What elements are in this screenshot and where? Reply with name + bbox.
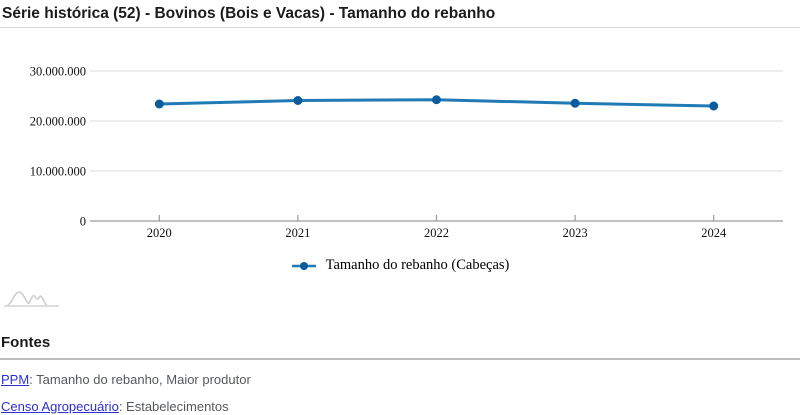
y-tick-label: 10.000.000 [30, 165, 86, 179]
y-tick-label: 0 [80, 215, 86, 229]
x-tick-label: 2023 [563, 226, 588, 240]
fontes-divider [0, 358, 800, 360]
y-tick-label: 20.000.000 [30, 115, 86, 129]
fontes-heading: Fontes [1, 334, 51, 351]
x-tick-label: 2021 [285, 226, 310, 240]
legend-line-marker-icon [291, 261, 316, 270]
legend-item[interactable]: Tamanho do rebanho (Cabeças) [0, 257, 800, 274]
line-chart: 0 10.000.000 20.000.000 30.000.000 2020 2021 2… [30, 65, 783, 240]
area-chart-icon [4, 291, 59, 307]
data-point [154, 99, 164, 109]
legend-label: Tamanho do rebanho (Cabeças) [325, 257, 510, 273]
ppm-description: : Tamanho do rebanho, Maior produtor [29, 372, 251, 387]
data-point [570, 98, 580, 108]
y-tick-label: 30.000.000 [30, 65, 86, 79]
data-point [293, 96, 303, 105]
data-point [709, 101, 719, 111]
ppm-link[interactable]: PPM [1, 372, 30, 387]
censo-description: : Estabelecimentos [118, 399, 229, 414]
title-divider [0, 27, 800, 28]
source-line-censo: Censo Agropecuário: Estabelecimentos [1, 399, 800, 414]
x-tick-label: 2024 [701, 226, 727, 240]
source-line-ppm: PPM: Tamanho do rebanho, Maior produtor [1, 372, 800, 387]
page-title: Série histórica (52) - Bovinos (Bois e V… [2, 5, 496, 22]
x-tick-label: 2020 [147, 226, 172, 240]
x-tick-label: 2022 [424, 226, 449, 240]
censo-agropecuario-link[interactable]: Censo Agropecuário [1, 399, 119, 414]
data-point [432, 95, 441, 105]
